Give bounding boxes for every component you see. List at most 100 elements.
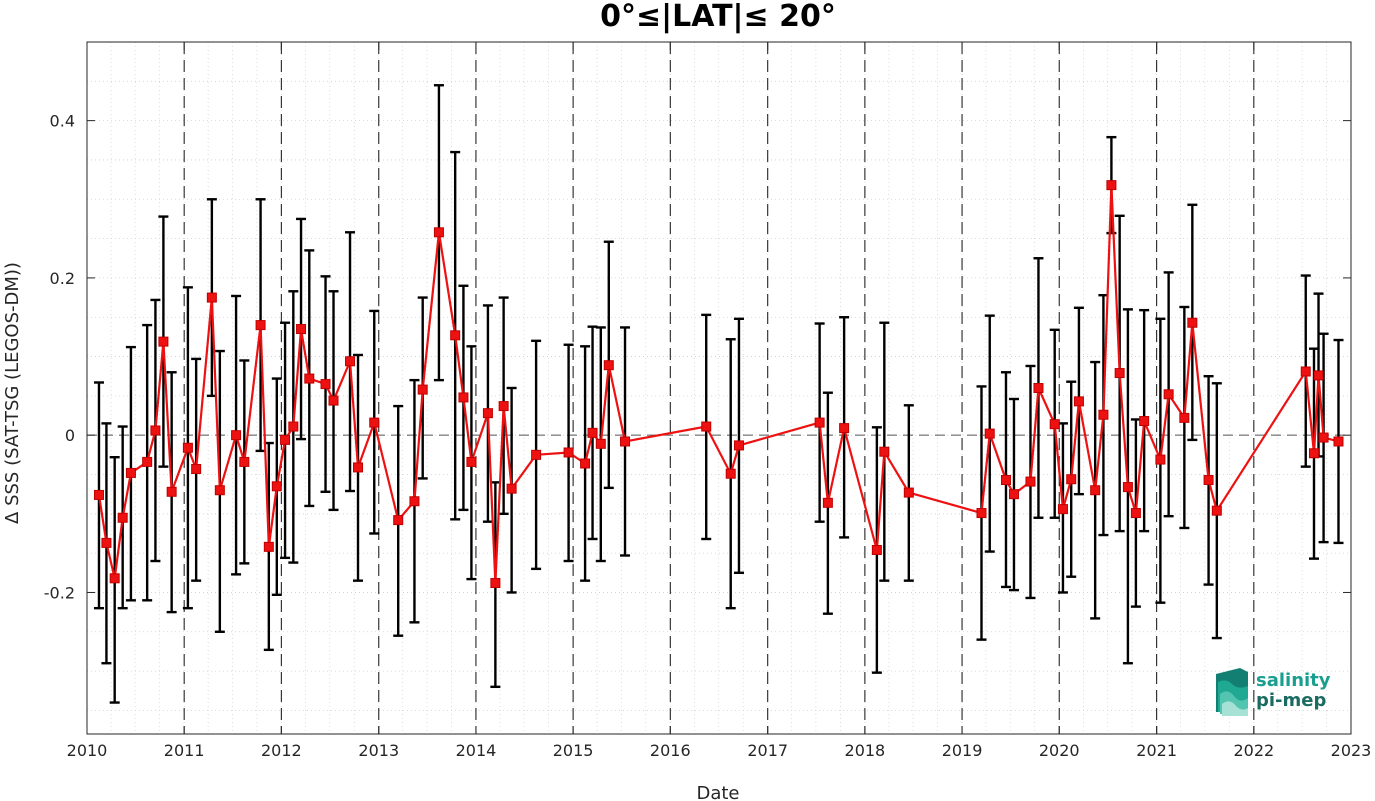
- data-point-marker: [587, 427, 598, 438]
- x-tick-label: 2019: [942, 741, 983, 760]
- data-point-marker: [458, 392, 469, 403]
- data-point-marker: [93, 489, 104, 500]
- data-point-marker: [1114, 368, 1125, 379]
- data-point-marker: [1333, 436, 1344, 447]
- data-point-marker: [1318, 432, 1329, 443]
- data-point-marker: [1163, 389, 1174, 400]
- x-tick-label: 2010: [67, 741, 108, 760]
- data-point-marker: [1033, 383, 1044, 393]
- data-point-marker: [984, 428, 995, 439]
- data-point-marker: [1066, 474, 1077, 485]
- data-point-marker: [166, 486, 177, 497]
- y-tick-labels: -0.2 0 0.2 0.4: [44, 112, 75, 603]
- x-tick-label: 2017: [747, 741, 788, 760]
- data-point-marker: [1211, 505, 1222, 516]
- y-tick-label: 0.2: [50, 269, 75, 288]
- data-point-marker: [879, 446, 890, 457]
- data-point-marker: [142, 456, 153, 467]
- data-point-marker: [231, 430, 242, 441]
- data-point-marker: [1008, 489, 1019, 500]
- x-tick-label: 2022: [1233, 741, 1274, 760]
- y-tick-label: 0.4: [50, 112, 75, 131]
- data-point-marker: [1049, 419, 1060, 430]
- data-point-marker: [595, 438, 606, 449]
- data-point-marker: [1300, 366, 1311, 377]
- data-point-marker: [871, 544, 882, 555]
- logo-text-salinity: salinity: [1256, 670, 1331, 691]
- x-tick-label: 2021: [1136, 741, 1177, 760]
- data-point-marker: [498, 401, 509, 412]
- data-point-marker: [296, 324, 307, 335]
- data-point-marker: [328, 395, 339, 406]
- salinity-pimep-logo: salinity pi-mep: [1216, 668, 1331, 716]
- data-point-marker: [158, 336, 169, 347]
- data-point-marker: [417, 384, 428, 395]
- x-tick-label: 2013: [358, 741, 399, 760]
- data-point-marker: [393, 515, 404, 526]
- data-point-marker: [903, 487, 914, 498]
- data-point-marker: [433, 227, 444, 238]
- data-point-marker: [506, 483, 517, 494]
- data-point-marker: [1203, 475, 1214, 486]
- data-point-marker: [191, 463, 202, 474]
- data-point-marker: [1308, 448, 1319, 459]
- data-point-marker: [580, 458, 591, 469]
- data-point-marker: [839, 423, 850, 434]
- data-point-marker: [239, 456, 250, 467]
- data-point-marker: [150, 425, 161, 436]
- logo-waves-icon: [1216, 668, 1248, 716]
- data-point-marker: [101, 537, 112, 548]
- y-axis-label: Δ SSS (SAT-TSG (LEGOS-DM)): [2, 262, 23, 524]
- data-point-marker: [1130, 508, 1141, 519]
- data-point-marker: [1313, 370, 1324, 381]
- data-point-marker: [369, 417, 380, 428]
- y-tick-label: -0.2: [44, 583, 75, 602]
- data-point-marker: [822, 497, 833, 508]
- data-point-marker: [450, 330, 461, 341]
- data-point-marker: [288, 421, 299, 432]
- data-point-marker: [466, 456, 477, 467]
- data-point-marker: [701, 421, 712, 432]
- data-point-marker: [263, 541, 274, 552]
- data-point-marker: [1098, 409, 1109, 420]
- data-point-marker: [1025, 476, 1036, 487]
- data-point-marker: [182, 442, 193, 453]
- data-point-marker: [1139, 416, 1150, 427]
- x-tick-label: 2020: [1039, 741, 1080, 760]
- data-point-marker: [206, 292, 217, 303]
- series-line: [97, 185, 1339, 584]
- axis-ticks: [86, 42, 1352, 734]
- data-point-marker: [531, 449, 542, 460]
- x-tick-labels: 2010 2011 2012 2013 2014 2015 2016 2017 2018 2019…: [67, 741, 1372, 760]
- data-point-marker: [117, 512, 128, 523]
- data-point-marker: [1090, 485, 1101, 496]
- data-point-marker: [620, 436, 631, 447]
- x-tick-label: 2011: [164, 741, 205, 760]
- data-point-marker: [603, 360, 614, 371]
- data-point-marker: [280, 434, 291, 445]
- data-point-marker: [255, 320, 266, 331]
- x-tick-label: 2015: [553, 741, 594, 760]
- logo-text-pimep: pi-mep: [1256, 690, 1326, 711]
- data-point-marker: [1155, 454, 1166, 465]
- data-point-marker: [345, 356, 356, 367]
- data-point-marker: [320, 379, 331, 390]
- data-point-marker: [271, 481, 282, 492]
- data-point-marker: [490, 578, 501, 589]
- data-point-marker: [1122, 482, 1133, 493]
- data-point-marker: [1057, 504, 1068, 515]
- data-point-marker: [482, 408, 493, 419]
- x-tick-label: 2014: [456, 741, 497, 760]
- data-point-marker: [125, 467, 136, 478]
- data-point-marker: [353, 462, 364, 473]
- data-point-marker: [409, 496, 420, 507]
- data-point-marker: [1106, 180, 1117, 191]
- x-axis-label: Date: [696, 783, 739, 801]
- data-markers: [93, 180, 1344, 589]
- year-separators: [183, 42, 1255, 734]
- data-point-marker: [976, 508, 987, 519]
- data-point-marker: [1000, 475, 1011, 486]
- x-tick-label: 2016: [650, 741, 691, 760]
- chart-title: 0°≤|LAT|≤ 20°: [600, 0, 836, 34]
